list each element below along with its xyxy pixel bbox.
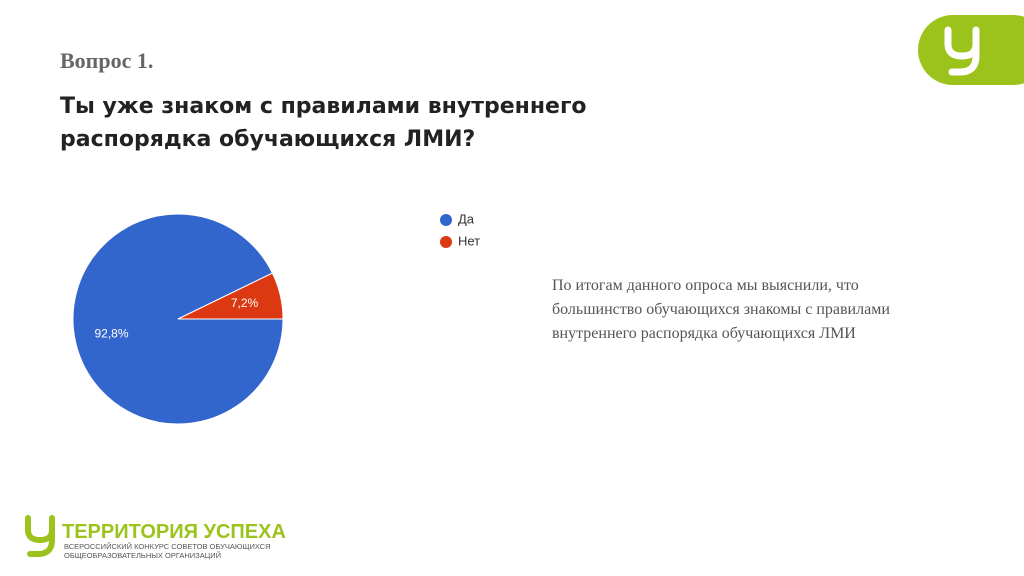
value-label: 7,2% [231,296,259,310]
pie-slice [177,272,284,320]
footer-brand: ТЕРРИТОРИЯ УСПЕХА [62,521,286,543]
question-title: Ты уже знаком с правилами внутреннего рас… [60,94,587,152]
top-logo [918,15,1024,85]
legend-swatch [440,236,452,248]
value-label: 92,8% [94,326,128,340]
description: По итогам данного опроса мы выяснили, чт… [552,277,890,342]
legend-label: Да [458,211,475,226]
question-number: Вопрос 1. [60,48,153,73]
legend-label: Нет [458,233,480,248]
footer-logo: ТЕРРИТОРИЯ УСПЕХА ВСЕРОССИЙСКИЙ КОНКУРС … [25,515,286,560]
footer-line: ВСЕРОССИЙСКИЙ КОНКУРС СОВЕТОВ ОБУЧАЮЩИХС… [64,542,270,551]
footer-line: ОБЩЕОБРАЗОВАТЕЛЬНЫХ ОРГАНИЗАЦИЙ [64,551,221,560]
legend-swatch [440,214,452,226]
